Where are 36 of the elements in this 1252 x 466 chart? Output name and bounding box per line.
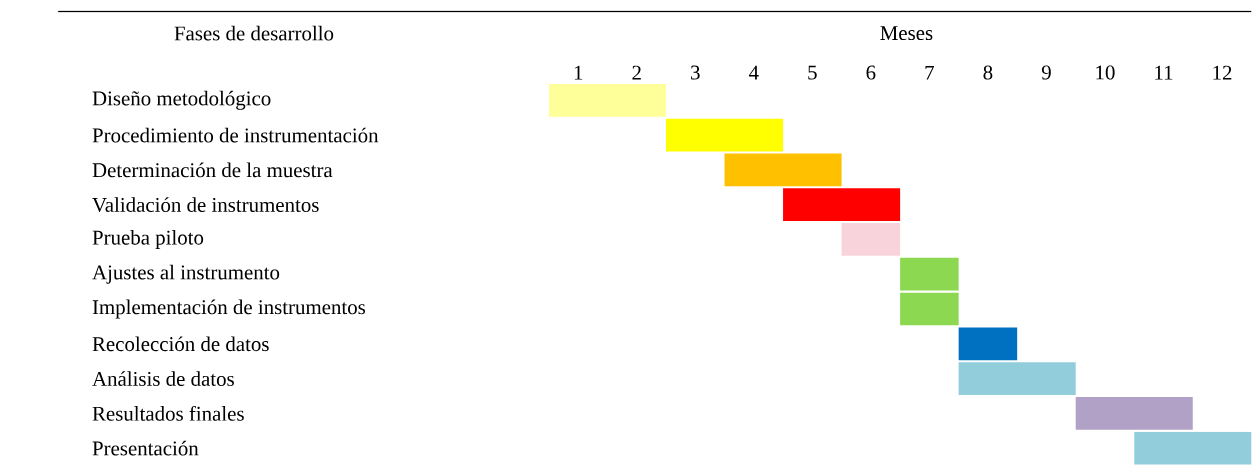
y-tick-label: Resultados finales <box>92 405 244 421</box>
y-tick-label: Procedimiento de instrumentación <box>92 127 379 143</box>
x-tick-label: 1 <box>574 65 583 80</box>
x-tick-label: 2 <box>632 65 641 80</box>
x-axis-title: Meses <box>880 26 933 41</box>
bar <box>724 153 842 187</box>
x-tick-label: 9 <box>1041 65 1051 80</box>
bar <box>900 257 959 291</box>
bar <box>1134 431 1252 465</box>
y-tick-label: Prueba piloto <box>92 229 204 249</box>
y-tick-label: Ajustes al instrumento <box>92 264 280 284</box>
bar <box>958 362 1076 395</box>
bar <box>958 327 1018 361</box>
y-tick-label: Análisis de datos <box>92 371 234 386</box>
bar <box>1075 397 1193 430</box>
y-tick-label: Presentación <box>92 440 199 456</box>
x-tick-label: 8 <box>983 65 993 80</box>
bar <box>900 292 959 326</box>
x-tick-label: 12 <box>1213 65 1232 80</box>
y-tick-label: Validación de instrumentos <box>92 197 319 213</box>
bar <box>548 83 666 117</box>
x-tick-label: 11 <box>1155 65 1173 80</box>
bar <box>783 188 901 221</box>
y-tick-label: Diseño metodológico <box>92 90 271 110</box>
x-tick-label: 4 <box>748 65 759 80</box>
y-axis-title: Fases de desarrollo <box>174 25 334 41</box>
bar <box>841 223 901 256</box>
x-tick-label: 5 <box>808 65 817 80</box>
y-tick-label: Implementación de instrumentos <box>92 299 366 319</box>
bar <box>666 118 784 152</box>
y-tick-label: Determinación de la muestra <box>92 162 333 178</box>
y-tick-label: Recolección de datos <box>92 336 269 352</box>
x-tick-label: 6 <box>866 65 876 80</box>
x-tick-label: 3 <box>691 65 700 80</box>
x-tick-label: 10 <box>1096 65 1115 80</box>
x-tick-label: 7 <box>925 65 934 80</box>
